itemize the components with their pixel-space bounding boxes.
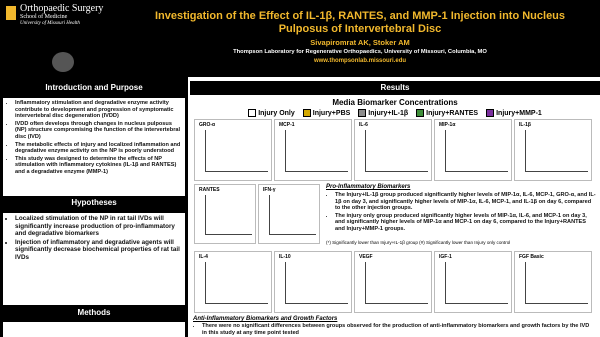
chart-title: IFN-γ	[263, 187, 276, 193]
results-subtitle: Media Biomarker Concentrations	[332, 98, 458, 107]
mini-chart: IGF-1	[434, 251, 512, 313]
subheading: Pro-Inflammatory Biomarkers	[326, 184, 411, 190]
mini-chart: RANTES	[194, 184, 256, 244]
section-heading: Methods	[3, 306, 185, 320]
chart-title: IL-6	[359, 122, 368, 128]
legend-label: Injury+PBS	[312, 109, 351, 117]
affiliation: Thompson Laboratory for Regenerative Ort…	[233, 49, 487, 55]
section-heading: Results	[190, 81, 600, 95]
lab-logo	[52, 52, 74, 72]
bullet: Injection of inflammatory and degradativ…	[15, 239, 182, 262]
section-heading: Hypotheses	[3, 196, 185, 210]
legend-label: Injury+IL-1β	[368, 109, 409, 117]
chart-axes	[525, 130, 588, 172]
chart-title: IGF-1	[439, 254, 452, 260]
chart-axes	[285, 130, 348, 172]
chart-title: MCP-1	[279, 122, 295, 128]
poster-title: Investigation of the Effect of IL-1β, RA…	[154, 10, 566, 35]
legend-item: Injury+PBS	[302, 109, 351, 117]
mini-chart: IFN-γ	[258, 184, 320, 244]
bullet: Inflammatory stimulation and degradative…	[15, 100, 182, 120]
legend-swatch	[358, 109, 367, 117]
mini-chart: GRO-α	[194, 119, 272, 181]
bullet: The metabolic effects of injury and loca…	[15, 142, 182, 155]
chart-axes	[269, 195, 316, 235]
chart-axes	[365, 130, 428, 172]
chart-axes	[445, 262, 508, 304]
methods-body	[3, 322, 185, 337]
intro-body: Inflammatory stimulation and degradative…	[3, 98, 185, 196]
logo-shield	[6, 6, 16, 20]
authors: Sivapiromrat AK, Stoker AM	[310, 38, 410, 47]
legend-swatch	[302, 109, 311, 117]
chart-axes	[205, 130, 268, 172]
mini-chart: IL-6	[354, 119, 432, 181]
pro-body: The Injury+IL-1β group produced signific…	[326, 192, 596, 234]
chart-axes	[285, 262, 348, 304]
chart-title: GRO-α	[199, 122, 216, 128]
chart-axes	[205, 262, 268, 304]
header: Orthopaedic Surgery School of Medicine U…	[0, 0, 600, 77]
logo-text: School of Medicine	[20, 14, 68, 20]
legend-label: Injury+RANTES	[426, 109, 479, 117]
logo-text: Orthopaedic Surgery	[20, 3, 104, 14]
chart-title: IL-4	[199, 254, 208, 260]
legend-item: Injury+MMP-1	[486, 109, 542, 117]
subheading: Anti-Inflammatory Biomarkers and Growth …	[193, 316, 338, 322]
bullet: The Injury+IL-1β group produced signific…	[335, 192, 596, 212]
mini-chart: IL-4	[194, 251, 272, 313]
logo-text: University of Missouri Health	[20, 21, 80, 26]
section-heading: Introduction and Purpose	[3, 81, 185, 95]
mini-chart: FGF Basic	[514, 251, 592, 313]
chart-axes	[445, 130, 508, 172]
legend-item: Injury+RANTES	[416, 109, 479, 117]
mini-chart: VEGF	[354, 251, 432, 313]
legend-item: Injury+IL-1β	[358, 109, 409, 117]
url: www.thompsonlab.missouri.edu	[313, 58, 407, 64]
mini-chart: MCP-1	[274, 119, 352, 181]
mini-chart: IL-1β	[514, 119, 592, 181]
chart-title: MIP-1α	[439, 122, 456, 128]
legend-label: Injury Only	[258, 109, 295, 117]
legend-item: Injury Only	[248, 109, 295, 117]
chart-axes	[205, 195, 252, 235]
bullet: The injury only group produced significa…	[335, 213, 596, 233]
chart-title: FGF Basic	[519, 254, 544, 260]
bullet: There were no significant differences be…	[202, 323, 593, 336]
footnote: (*) Significantly lower than Injury+IL-1…	[326, 240, 511, 245]
chart-title: RANTES	[199, 187, 220, 193]
hypotheses-body: Localized stimulation of the NP in rat t…	[3, 213, 185, 305]
bullet: This study was designed to determine the…	[15, 156, 182, 176]
legend-swatch	[416, 109, 425, 117]
mini-chart: MIP-1α	[434, 119, 512, 181]
legend: Injury Only Injury+PBS Injury+IL-1β Injury+…	[190, 109, 600, 117]
legend-swatch	[486, 109, 495, 117]
legend-swatch	[248, 109, 257, 117]
chart-title: IL-10	[279, 254, 291, 260]
anti-body: There were no significant differences be…	[193, 323, 593, 337]
chart-title: IL-1β	[519, 122, 531, 128]
chart-axes	[365, 262, 428, 304]
chart-axes	[525, 262, 588, 304]
chart-title: VEGF	[359, 254, 373, 260]
bullet: Localized stimulation of the NP in rat t…	[15, 215, 182, 238]
bullet: IVDD often develops through changes in n…	[15, 121, 182, 141]
mini-chart: IL-10	[274, 251, 352, 313]
legend-label: Injury+MMP-1	[496, 109, 542, 117]
